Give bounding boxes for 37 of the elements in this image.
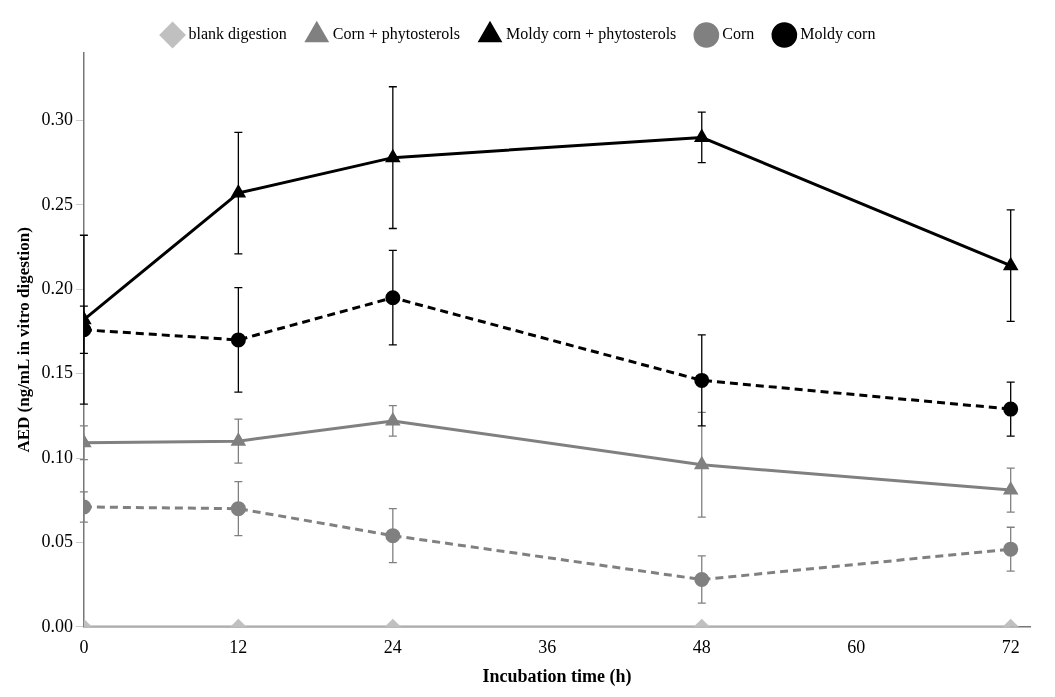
legend-label: Moldy corn + phytosterols: [506, 25, 677, 44]
point: [386, 150, 400, 163]
point: [1003, 541, 1019, 557]
point: [1003, 401, 1019, 417]
y-tick-label: 0.15: [41, 362, 73, 383]
legend-label: Corn: [722, 25, 755, 43]
y-tick-label: 0.00: [41, 615, 73, 636]
y-tick-label: 0.10: [41, 446, 73, 467]
point: [231, 433, 246, 446]
point: [230, 501, 246, 517]
y-tick-label: 0.30: [41, 109, 73, 130]
point: [231, 185, 246, 198]
x-tick-label: 60: [847, 637, 866, 658]
x-tick-label: 24: [383, 637, 402, 658]
point: [695, 129, 709, 142]
point: [695, 457, 709, 470]
point: [230, 332, 246, 348]
x-tick-label: 0: [79, 637, 89, 658]
y-tick-label: 0.25: [41, 193, 73, 214]
x-tick-label: 48: [692, 637, 711, 658]
legend-label: Corn + phytosterols: [332, 25, 461, 44]
x-tick-label: 72: [1001, 637, 1020, 658]
y-axis-title: AED (ng/mL in vitro digestion): [13, 227, 33, 453]
x-tick-label: 36: [538, 637, 557, 658]
point: [694, 372, 710, 388]
point: [385, 290, 401, 306]
point: [694, 572, 710, 588]
legend-label: blank digestion: [188, 25, 287, 44]
point: [1004, 258, 1018, 271]
x-axis-title: Incubation time (h): [482, 665, 632, 687]
point: [386, 413, 400, 426]
legend-label: Moldy corn: [800, 25, 876, 44]
point: [1004, 482, 1018, 495]
y-tick-label: 0.05: [41, 531, 73, 552]
y-tick-label: 0.20: [41, 278, 73, 298]
point: [385, 528, 401, 544]
x-tick-label: 12: [229, 637, 248, 658]
